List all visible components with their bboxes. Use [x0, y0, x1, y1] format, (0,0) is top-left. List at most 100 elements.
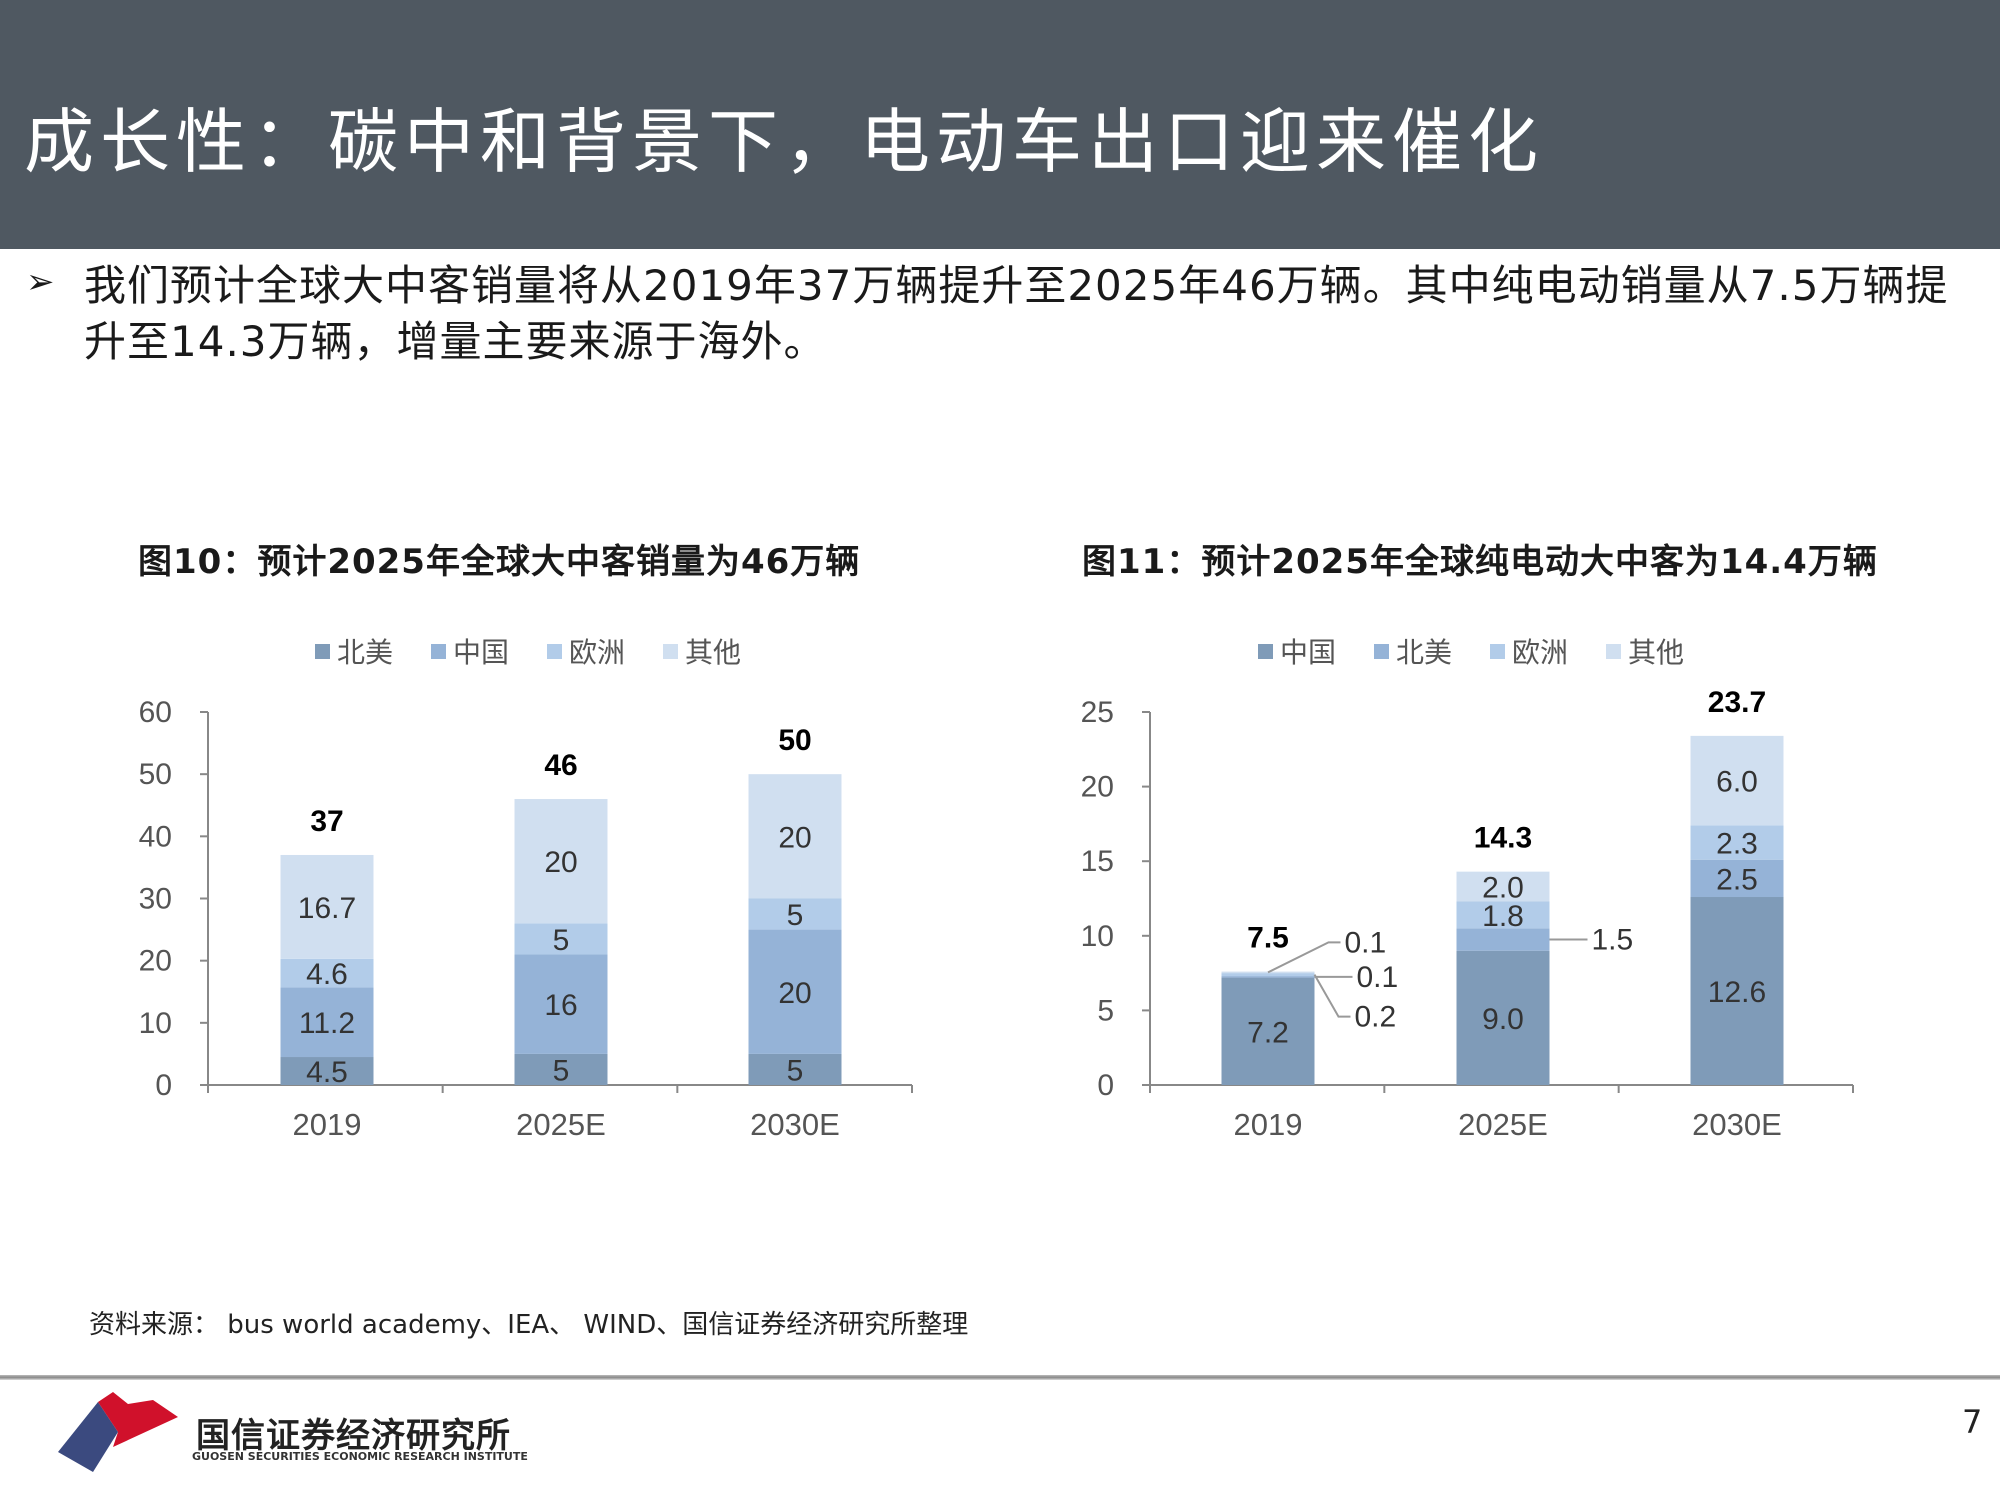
total-label: 50 [778, 724, 811, 757]
guosen-logo-icon [58, 1392, 178, 1472]
legend-swatch [1606, 644, 1621, 659]
total-label: 7.5 [1247, 922, 1289, 955]
data-label: 1.8 [1482, 900, 1524, 933]
bar-segment [280, 958, 374, 988]
legend-swatch [547, 644, 562, 659]
data-label: 4.6 [306, 958, 348, 991]
legend-swatch [1374, 644, 1389, 659]
bar-segment [1690, 735, 1784, 826]
bar-segment [514, 923, 608, 955]
bullet-arrow-icon: ➢ [26, 262, 55, 302]
page-title: 成长性：碳中和背景下，电动车出口迎来催化 [24, 101, 1544, 183]
x-tick-label: 2025E [516, 1107, 606, 1142]
x-tick-label: 2019 [293, 1107, 362, 1142]
bar-segment [514, 954, 608, 1054]
y-tick-label: 50 [139, 758, 172, 791]
legend-swatch [431, 644, 446, 659]
legend-label: 北美 [1396, 636, 1452, 669]
bar-segment [748, 1053, 842, 1085]
y-tick-label: 30 [139, 883, 172, 916]
bar-segment [1690, 859, 1784, 898]
y-tick-label: 25 [1081, 696, 1114, 729]
data-label: 5 [553, 1054, 570, 1087]
y-tick-label: 0 [155, 1069, 172, 1102]
y-tick-label: 20 [1081, 771, 1114, 804]
legend-label: 其他 [685, 636, 741, 669]
y-tick-label: 40 [139, 820, 172, 853]
legend-label: 中国 [1280, 636, 1336, 669]
legend-swatch [663, 644, 678, 659]
data-label: 0.1 [1357, 961, 1399, 994]
x-tick-label: 2030E [1692, 1107, 1782, 1142]
bar-segment [748, 898, 842, 930]
logo-text-en: GUOSEN SECURITIES ECONOMIC RESEARCH INST… [192, 1450, 528, 1463]
bar-segment [1221, 973, 1315, 977]
bar-segment [1456, 871, 1550, 902]
data-label: 11.2 [299, 1007, 355, 1040]
leader-line [1267, 941, 1341, 974]
data-label: 0.2 [1355, 1001, 1397, 1034]
data-label: 7.2 [1247, 1016, 1289, 1049]
bar-segment [280, 854, 374, 959]
data-label: 6.0 [1716, 766, 1758, 799]
y-tick-label: 20 [139, 945, 172, 978]
bar-segment [748, 929, 842, 1054]
bar-segment [514, 799, 608, 924]
bar-segment [1690, 897, 1784, 1085]
bar-segment [280, 1057, 374, 1085]
bullet-text: 我们预计全球大中客销量将从2019年37万辆提升至2025年46万辆。其中纯电动… [84, 261, 1949, 366]
legend-label: 其他 [1628, 636, 1684, 669]
chart-title-10: 图10：预计2025年全球大中客销量为46万辆 [138, 542, 861, 582]
data-label: 12.6 [1708, 976, 1766, 1009]
data-label: 0.1 [1345, 926, 1387, 959]
legend-swatch [315, 644, 330, 659]
data-label: 5 [553, 924, 570, 957]
leader-line [1313, 974, 1351, 1018]
data-label: 2.5 [1716, 863, 1758, 896]
data-label: 16.7 [298, 892, 356, 925]
data-label: 20 [778, 977, 811, 1010]
bar-segment [1456, 950, 1550, 1085]
data-label: 20 [544, 846, 577, 879]
data-label: 2.0 [1482, 872, 1524, 905]
footer-divider [0, 1375, 2000, 1380]
bar-segment [1456, 901, 1550, 929]
data-label: 4.5 [306, 1056, 348, 1089]
page-number: 7 [1962, 1403, 1983, 1441]
logo-text-cn: 国信证券经济研究所 [196, 1416, 511, 1456]
total-label: 23.7 [1708, 686, 1766, 719]
legend-label: 欧洲 [1512, 636, 1568, 669]
x-tick-label: 2030E [750, 1107, 840, 1142]
data-label: 16 [544, 989, 577, 1022]
data-label: 5 [787, 899, 804, 932]
x-tick-label: 2025E [1458, 1107, 1548, 1142]
data-label: 20 [778, 821, 811, 854]
header-band: 成长性：碳中和背景下，电动车出口迎来催化 [0, 0, 2000, 249]
bar-segment [514, 1053, 608, 1085]
x-tick-label: 2019 [1234, 1107, 1303, 1142]
data-label: 9.0 [1482, 1003, 1524, 1036]
chart-title-11: 图11：预计2025年全球纯电动大中客为14.4万辆 [1082, 542, 1878, 582]
total-label: 37 [310, 805, 343, 838]
total-label: 46 [544, 749, 577, 782]
legend-label: 中国 [453, 636, 509, 669]
legend-label: 北美 [337, 636, 393, 669]
y-tick-label: 0 [1097, 1069, 1114, 1102]
source-note: 资料来源： bus world academy、IEA、 WIND、国信证券经济… [89, 1310, 969, 1340]
bar-segment [1221, 977, 1315, 1085]
y-tick-label: 15 [1081, 845, 1114, 878]
bar-segment [748, 774, 842, 899]
bar-segment [1690, 825, 1784, 860]
data-label: 5 [787, 1054, 804, 1087]
data-label: 2.3 [1716, 828, 1758, 861]
y-tick-label: 60 [139, 696, 172, 729]
legend-label: 欧洲 [569, 636, 625, 669]
bar-segment [1221, 976, 1315, 978]
data-label: 1.5 [1592, 924, 1634, 957]
y-tick-label: 10 [139, 1007, 172, 1040]
total-label: 14.3 [1474, 822, 1532, 855]
bar-segment [1456, 928, 1550, 951]
legend-swatch [1258, 644, 1273, 659]
y-tick-label: 10 [1081, 920, 1114, 953]
